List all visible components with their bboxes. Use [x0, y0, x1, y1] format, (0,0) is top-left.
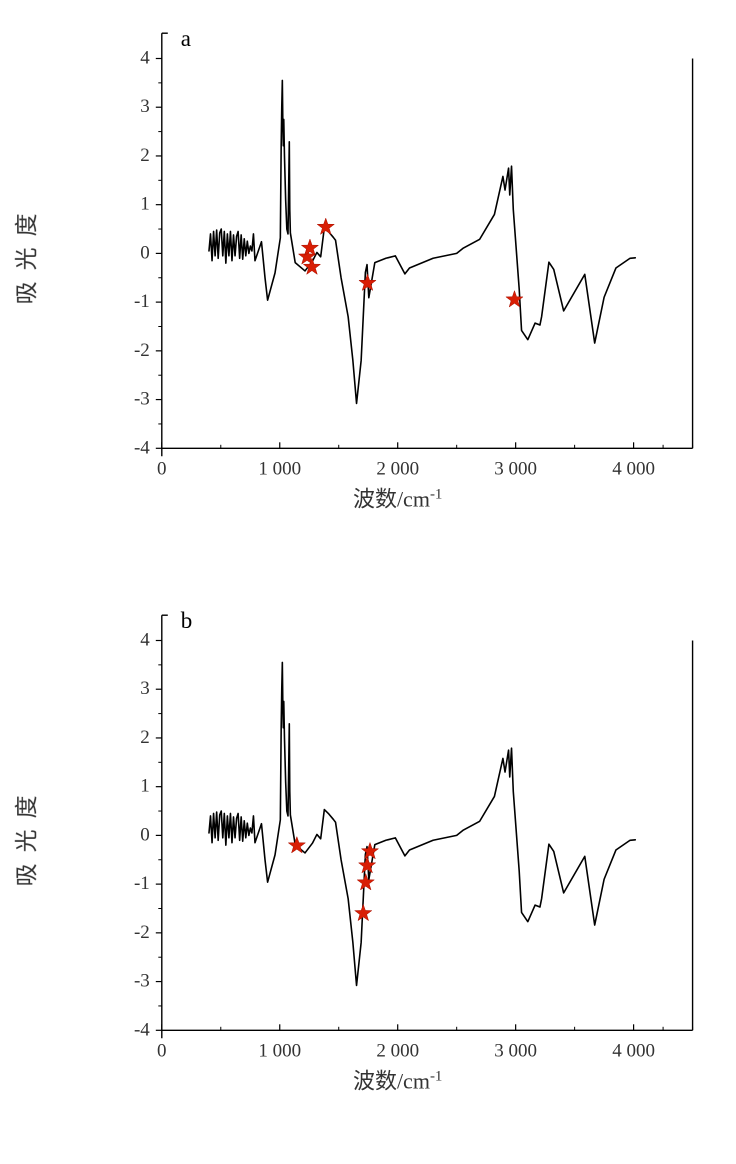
svg-text:3: 3 [140, 96, 150, 117]
svg-text:1: 1 [140, 776, 150, 797]
svg-text:0: 0 [157, 1040, 167, 1061]
svg-text:1 000: 1 000 [258, 1040, 301, 1061]
svg-text:2: 2 [140, 145, 150, 166]
svg-text:0: 0 [140, 242, 150, 263]
svg-text:3 000: 3 000 [494, 458, 537, 479]
svg-text:1 000: 1 000 [258, 458, 301, 479]
svg-text:4: 4 [140, 48, 150, 69]
svg-text:波数/cm-1: 波数/cm-1 [353, 1068, 443, 1093]
svg-text:-3: -3 [134, 971, 150, 992]
svg-text:2: 2 [140, 727, 150, 748]
svg-text:0: 0 [140, 824, 150, 845]
svg-text:-3: -3 [134, 389, 150, 410]
svg-text:0: 0 [157, 458, 167, 479]
svg-text:-4: -4 [134, 437, 150, 458]
svg-text:-1: -1 [134, 291, 150, 312]
svg-text:2 000: 2 000 [376, 1040, 419, 1061]
svg-text:波数/cm-1: 波数/cm-1 [353, 486, 443, 511]
svg-text:b: b [181, 608, 193, 633]
svg-text:1: 1 [140, 194, 150, 215]
svg-text:4 000: 4 000 [612, 1040, 655, 1061]
svg-text:-1: -1 [134, 873, 150, 894]
svg-text:a: a [181, 26, 191, 51]
svg-text:4: 4 [140, 630, 150, 651]
svg-text:-2: -2 [134, 340, 150, 361]
svg-text:3: 3 [140, 678, 150, 699]
svg-text:3 000: 3 000 [494, 1040, 537, 1061]
svg-text:吸光度: 吸光度 [14, 784, 39, 886]
svg-text:4 000: 4 000 [612, 458, 655, 479]
svg-text:吸光度: 吸光度 [14, 202, 39, 304]
svg-text:-2: -2 [134, 922, 150, 943]
svg-text:2 000: 2 000 [376, 458, 419, 479]
svg-text:-4: -4 [134, 1019, 150, 1040]
